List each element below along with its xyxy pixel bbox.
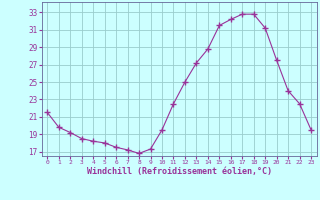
X-axis label: Windchill (Refroidissement éolien,°C): Windchill (Refroidissement éolien,°C) [87,167,272,176]
